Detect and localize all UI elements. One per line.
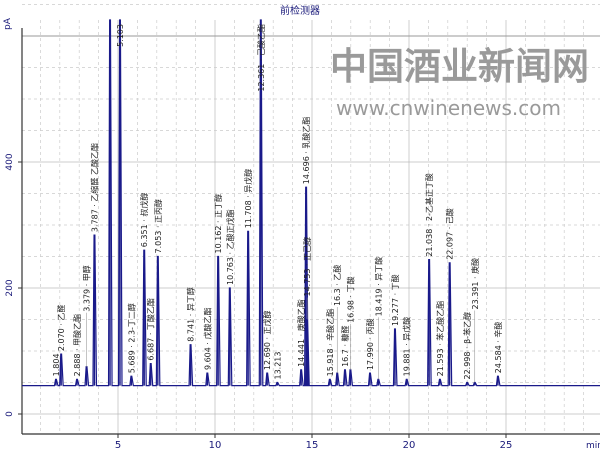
watermark-text: 中国酒业新闻网	[330, 45, 589, 88]
x-tick-label: 25	[500, 440, 513, 450]
peak-label: 13.213	[273, 352, 282, 380]
peak-label: 6.351 · 叔戊醇	[139, 193, 149, 248]
peak-label: 18.419 · 异丁酸	[373, 257, 383, 317]
peak-label: 16.7 · 糠醛	[340, 325, 350, 366]
peak-label: 14.753 · 正己醇	[302, 237, 312, 297]
peak-label: 11.708 · 异戊醇	[243, 169, 253, 229]
peak-label: 19.277 · 丁酸	[390, 274, 400, 326]
y-tick-label: 200	[5, 279, 15, 296]
chromatogram-trace	[22, 19, 600, 387]
peak-label: 5.689 · 2.3-丁二醇	[126, 303, 136, 373]
y-tick-label: 0	[5, 411, 15, 417]
peak-label: 9.604 · 戊酸乙酯	[202, 308, 212, 371]
peak-label: 1.804	[52, 353, 61, 376]
y-tick-label: 400	[5, 153, 15, 170]
peak-label: 10.763 · 乙酸正戊酯	[225, 209, 235, 285]
peak-label: 14.441 · 庚酸乙酯	[296, 299, 306, 367]
peak-label: 7.053 · 正丙醇	[153, 199, 163, 254]
peak-label: 21.593 · 苯乙酸乙酯	[435, 301, 445, 377]
peak-label: 17.990 · 丙酸	[365, 318, 375, 370]
peak-label: 21.038 · 2-乙基正丁酸	[424, 173, 434, 257]
peak-label: 22.998 · β-苯乙醇	[462, 312, 472, 380]
peak-label: 12.690 · 正戊醇	[262, 310, 272, 370]
x-tick-label: 20	[403, 440, 416, 450]
peak-label: 19.881 · 异戊酸	[402, 317, 412, 377]
x-tick-label: 10	[209, 440, 222, 450]
peak-label: 16.3 · 乙酸	[332, 265, 342, 306]
peak-label: 8.741 · 异丁醇	[186, 287, 196, 342]
x-axis-label: min	[586, 441, 600, 450]
peak-label: 12.361 · 己酸乙酯	[256, 24, 266, 92]
peak-label: 3.379 · 甲醇	[82, 265, 92, 312]
peak-label: 3.787 · 乙缩醛 乙酸乙酯	[89, 143, 99, 232]
peak-label: 6.687 · 丁酸乙酯	[146, 298, 156, 361]
watermark-url: www.cnwinenews.com	[336, 96, 561, 120]
x-tick-label: 5	[115, 440, 121, 450]
peak-label: 10.162 · 正丁醇	[213, 194, 223, 254]
peak-label: 22.097 · 己酸	[445, 208, 455, 260]
peak-label: 2.070 · 乙醛	[56, 305, 66, 352]
peak-label: 24.584 · 辛酸	[493, 322, 503, 374]
peak-label: 23.391 · 庚酸	[470, 258, 480, 310]
peak-label: 16.98 · 丁酸	[345, 276, 355, 323]
peak-label: 14.696 · 乳酸乙酯	[301, 117, 311, 185]
peak-label: 15.918 · 辛酸乙酯	[325, 309, 335, 377]
x-tick-label: 15	[306, 440, 319, 450]
chart-title: 前检测器	[280, 6, 320, 17]
peak-label: 5.103	[116, 24, 125, 47]
peak-label: 2.888 · 甲酸乙酯	[72, 314, 82, 377]
y-axis-label: pA	[3, 17, 13, 30]
